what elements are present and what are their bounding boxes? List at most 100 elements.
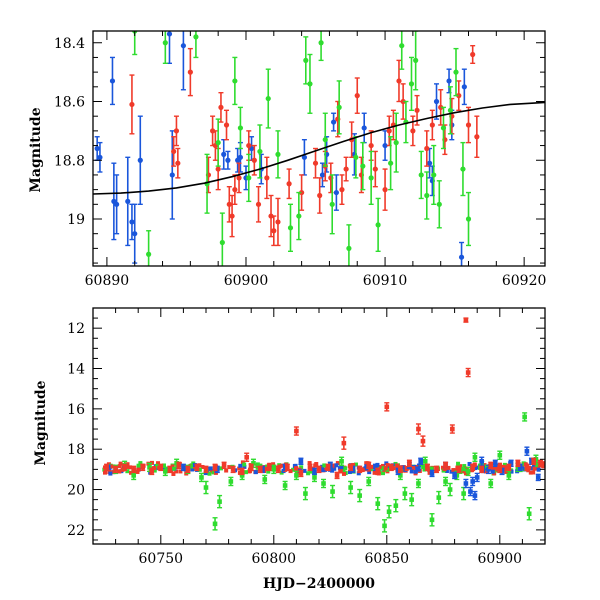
data-point [360, 163, 366, 169]
data-point [329, 201, 335, 207]
data-point [109, 78, 116, 84]
data-point [113, 467, 118, 472]
data-point [381, 471, 386, 476]
data-point [421, 465, 426, 470]
data-point [255, 465, 260, 470]
data-point [470, 479, 475, 484]
y-tick-label: 18.8 [54, 153, 85, 169]
data-point [136, 463, 141, 468]
data-point [246, 175, 252, 181]
data-point [418, 172, 424, 178]
data-point [465, 122, 472, 128]
data-point [282, 483, 288, 488]
data-point [298, 471, 304, 476]
data-point [271, 467, 277, 472]
data-point [486, 467, 491, 472]
data-point [506, 465, 512, 470]
data-point [122, 465, 127, 470]
data-point [470, 465, 475, 470]
data-point [508, 461, 514, 466]
data-point [517, 465, 523, 470]
data-point [408, 81, 415, 87]
data-point [425, 465, 430, 470]
data-point [210, 128, 216, 134]
data-point [194, 465, 200, 470]
data-point [332, 466, 337, 471]
data-point [372, 166, 378, 172]
data-point [416, 463, 421, 468]
data-point [288, 469, 293, 474]
data-point [312, 160, 319, 166]
data-point [118, 461, 123, 466]
data-point [275, 151, 281, 157]
y-axis-title: Magnitude [28, 107, 44, 192]
data-point [468, 489, 473, 494]
data-point [382, 142, 388, 149]
data-point [107, 467, 112, 472]
x-tick-label: 60900 [224, 273, 269, 289]
data-point [465, 370, 471, 375]
data-point [361, 125, 367, 131]
data-point [312, 475, 317, 480]
data-point [364, 464, 369, 469]
data-point [377, 464, 382, 469]
data-point [479, 458, 485, 464]
data-point [199, 475, 204, 480]
data-point [495, 467, 500, 472]
data-point [524, 448, 530, 454]
data-point [243, 470, 248, 475]
data-point [399, 43, 405, 49]
data-point [388, 160, 394, 166]
data-point [251, 157, 257, 163]
data-point [460, 166, 466, 172]
data-point [398, 467, 403, 472]
data-point [529, 466, 534, 471]
data-point [330, 489, 335, 494]
data-point [230, 467, 236, 472]
data-point [147, 465, 152, 470]
data-point [354, 93, 360, 99]
data-point [379, 466, 384, 471]
data-point [232, 78, 238, 84]
data-point [427, 470, 432, 475]
top-panel: 60890 60900 60910 60920 18.4 18.6 18.8 19 Magnit… [28, 30, 547, 289]
data-point [117, 469, 122, 474]
y-tick-label: 16 [67, 402, 85, 418]
data-point [238, 463, 243, 468]
data-point [207, 471, 212, 476]
data-point [492, 461, 498, 466]
data-point [463, 481, 469, 486]
data-point [257, 467, 263, 472]
data-point [125, 198, 131, 204]
data-point [418, 458, 423, 464]
data-point [488, 463, 494, 468]
data-point [318, 40, 324, 46]
data-point [332, 463, 337, 468]
data-point [296, 213, 302, 219]
x-tick-label: 60910 [363, 273, 408, 289]
x-tick-label: 60920 [502, 273, 547, 289]
data-point [218, 104, 224, 110]
data-point [433, 98, 440, 105]
data-point [167, 467, 173, 472]
data-point [215, 166, 221, 172]
data-point [299, 465, 304, 470]
data-point [353, 462, 358, 467]
data-point [193, 34, 199, 40]
data-point [163, 469, 168, 474]
data-point [226, 201, 232, 207]
data-point [524, 465, 530, 470]
data-point [149, 469, 155, 474]
data-point [356, 471, 361, 476]
plot-area [102, 317, 545, 533]
y-axis-title: Magnitude [33, 380, 49, 465]
x-tick-label: 60800 [252, 551, 297, 567]
data-point [393, 140, 399, 146]
data-point [440, 125, 447, 131]
data-point [401, 468, 406, 473]
data-point [452, 473, 457, 478]
data-point [251, 461, 256, 466]
data-point [94, 145, 100, 152]
data-point [402, 491, 408, 496]
